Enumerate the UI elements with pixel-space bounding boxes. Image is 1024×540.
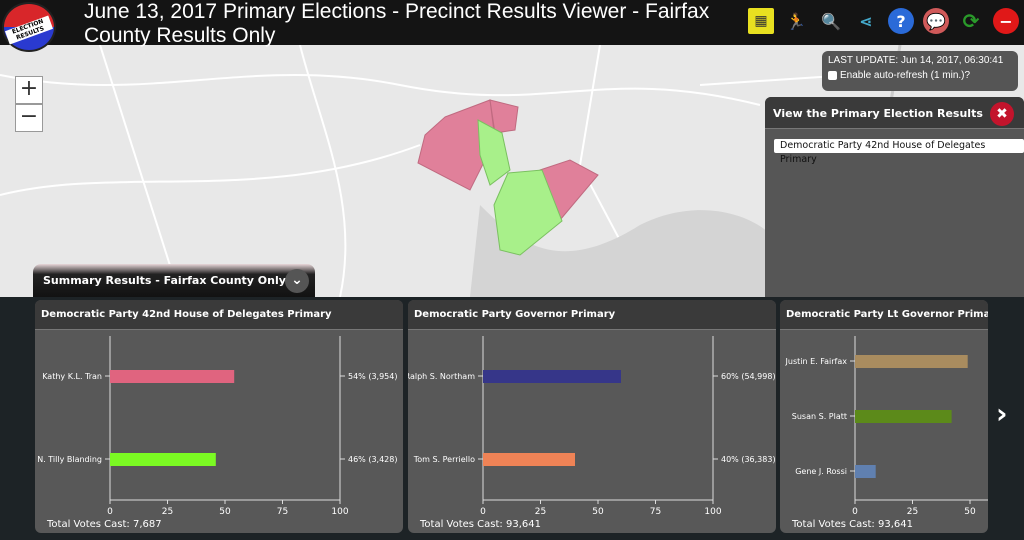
category-label: N. Tilly Blanding [37,455,102,464]
total-votes: Total Votes Cast: 93,641 [792,519,913,530]
refresh-icon[interactable]: ⟳ [962,9,980,33]
bar [483,370,621,383]
category-label: Justin E. Fairfax [785,357,848,366]
category-label: Kathy K.L. Tran [42,372,102,381]
viewer-title: View the Primary Election Results [765,97,1024,129]
bar [483,453,575,466]
search-icon[interactable]: 🔍 [821,11,841,31]
election-select[interactable]: Democratic Party 42nd House of Delegates… [774,139,1024,165]
auto-refresh-checkbox[interactable] [828,71,837,80]
chart-title: Democratic Party Governor Primary [408,300,776,330]
runner-icon[interactable]: 🏃 [786,11,806,31]
map-basemap [0,45,1001,297]
election-results-logo: ELECTION RESULTS [2,2,56,52]
summary-tab[interactable]: Summary Results - Fairfax County Only ⌄ [33,264,315,298]
app-header: June 13, 2017 Primary Elections - Precin… [0,0,1024,47]
precinct-blanding [477,119,511,186]
x-tick-label: 50 [592,507,604,517]
bar [855,410,952,423]
chart-title: Democratic Party 42nd House of Delegates… [35,300,403,330]
x-tick-label: 0 [480,507,486,517]
zoom-out-button[interactable]: − [15,104,43,132]
chart-card-lt-governor: Democratic Party Lt Governor Primary 0 25 5… [780,300,988,533]
bar [110,370,235,383]
page-title: June 13, 2017 Primary Elections - Precin… [84,0,710,47]
summary-title: Summary Results - Fairfax County Only [43,274,286,287]
x-tick-label: 0 [852,507,858,517]
category-label: Tom S. Perriello [413,455,475,464]
bar [855,465,876,478]
precinct-tran [489,99,519,134]
x-tick-label: 50 [219,507,231,517]
bar [855,355,968,368]
total-votes: Total Votes Cast: 93,641 [420,519,541,530]
category-label: Gene J. Rossi [795,467,847,476]
toolbar: ▦ 🏃 🔍 ⋖ ? 💬 ⟳ − [748,8,1019,34]
value-label: 54% (3,954) [348,372,397,381]
chart-card-governor: Democratic Party Governor Primary 0 25 50 75… [408,300,776,533]
x-tick-label: 100 [704,507,721,517]
value-label: 60% (54,998) [721,372,776,381]
bar [110,453,216,466]
help-icon[interactable]: ? [888,8,914,34]
chevron-down-icon[interactable]: ⌄ [285,269,309,293]
x-tick-label: 25 [535,507,546,517]
comments-icon[interactable]: 💬 [923,8,949,34]
x-tick-label: 75 [650,507,661,517]
x-tick-label: 75 [277,507,288,517]
bar-chart: 0 25 50 75 100 Kathy K.L. Tran 54% (3,954) N. T… [37,336,397,517]
viewer-close-button[interactable]: ✖ [990,102,1014,126]
share-icon[interactable]: ⋖ [859,11,873,31]
x-tick-label: 25 [907,507,918,517]
category-label: Susan S. Platt [792,412,847,421]
x-tick-label: 100 [331,507,348,517]
value-label: 40% (36,383) [721,455,776,464]
x-tick-label: 25 [162,507,173,517]
category-label: Ralph S. Northam [408,372,475,381]
value-label: 46% (3,428) [348,455,397,464]
chart-card-house-42: Democratic Party 42nd House of Delegates… [35,300,403,533]
precinct-blanding [493,169,563,256]
calendar-grid-icon[interactable]: ▦ [748,8,774,34]
close-icon[interactable]: − [993,8,1019,34]
x-tick-label: 50 [964,507,976,517]
last-update-panel: LAST UPDATE: Jun 14, 2017, 06:30:41 Enab… [822,51,1018,91]
next-arrow-button[interactable]: › [996,397,1008,430]
auto-refresh-label: Enable auto-refresh (1 min.)? [840,70,971,81]
summary-panel: Democratic Party 42nd House of Delegates… [0,297,1024,540]
zoom-in-button[interactable]: + [15,76,43,104]
last-update-label: LAST UPDATE: Jun 14, 2017, 06:30:41 [828,55,1004,66]
bar-chart: 0 25 50 75 100 Ralph S. Northam 60% (54,998) To… [408,336,776,517]
total-votes: Total Votes Cast: 7,687 [47,519,162,530]
x-tick-label: 0 [107,507,113,517]
chart-title: Democratic Party Lt Governor Primary [780,300,988,330]
